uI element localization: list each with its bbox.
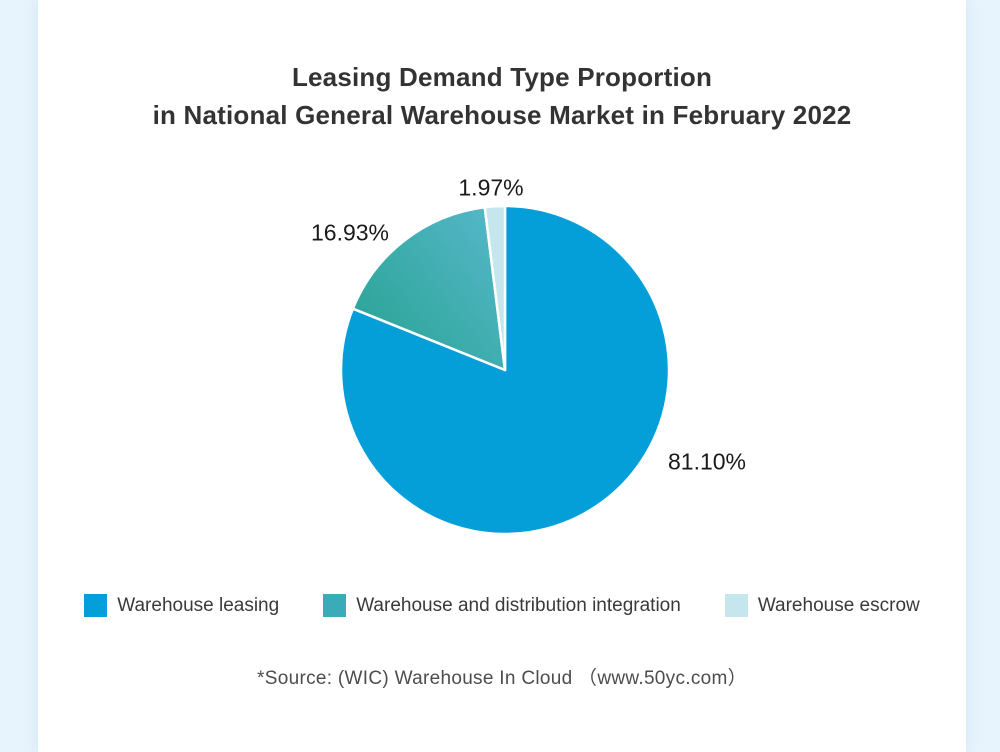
pie-slice-1 — [351, 206, 507, 372]
legend-label: Warehouse leasing — [117, 594, 280, 616]
pie-label-distribution-integration: 16.93% — [310, 219, 390, 246]
chart-title: Leasing Demand Type Proportion in Nation… — [38, 58, 966, 134]
pie-label-warehouse-escrow: 1.97% — [458, 174, 524, 201]
legend-item-distribution-integration: Warehouse and distribution integration — [323, 594, 681, 617]
pie-label-warehouse-leasing: 81.10% — [667, 448, 747, 475]
chart-title-line-1: Leasing Demand Type Proportion — [291, 62, 713, 92]
legend-label: Warehouse and distribution integration — [356, 594, 681, 616]
legend: Warehouse leasing Warehouse and distribu… — [38, 594, 966, 617]
chart-title-line-2: in National General Warehouse Market in … — [152, 100, 852, 130]
legend-swatch-icon — [323, 594, 347, 617]
source-attribution: *Source: (WIC) Warehouse In Cloud （www.5… — [257, 668, 747, 689]
pie-slice-0 — [339, 204, 671, 536]
legend-label: Warehouse escrow — [757, 594, 920, 616]
legend-item-warehouse-escrow: Warehouse escrow — [724, 594, 920, 617]
legend-item-warehouse-leasing: Warehouse leasing — [84, 594, 279, 617]
legend-swatch-icon — [84, 594, 108, 617]
legend-swatch-icon — [724, 594, 748, 617]
pie-slice-2 — [483, 204, 507, 372]
